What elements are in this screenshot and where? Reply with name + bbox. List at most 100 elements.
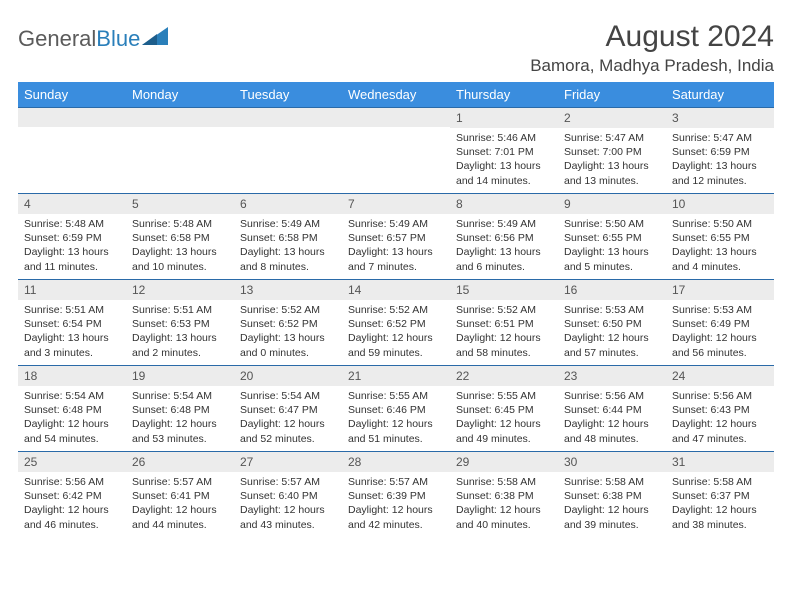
day-number: 26 bbox=[126, 452, 234, 472]
brand-part1: General bbox=[18, 26, 96, 52]
calendar-day-cell: 5Sunrise: 5:48 AMSunset: 6:58 PMDaylight… bbox=[126, 194, 234, 280]
calendar-body: 1Sunrise: 5:46 AMSunset: 7:01 PMDaylight… bbox=[18, 108, 774, 538]
calendar-week-row: 11Sunrise: 5:51 AMSunset: 6:54 PMDayligh… bbox=[18, 280, 774, 366]
calendar-day-cell: 27Sunrise: 5:57 AMSunset: 6:40 PMDayligh… bbox=[234, 452, 342, 538]
calendar-day-cell: 6Sunrise: 5:49 AMSunset: 6:58 PMDaylight… bbox=[234, 194, 342, 280]
month-title: August 2024 bbox=[530, 20, 774, 54]
day-details: Sunrise: 5:58 AMSunset: 6:38 PMDaylight:… bbox=[558, 472, 666, 536]
calendar-day-cell: 23Sunrise: 5:56 AMSunset: 6:44 PMDayligh… bbox=[558, 366, 666, 452]
day-details: Sunrise: 5:54 AMSunset: 6:48 PMDaylight:… bbox=[18, 386, 126, 450]
day-number-empty bbox=[126, 108, 234, 127]
day-details: Sunrise: 5:50 AMSunset: 6:55 PMDaylight:… bbox=[666, 214, 774, 278]
day-details: Sunrise: 5:56 AMSunset: 6:43 PMDaylight:… bbox=[666, 386, 774, 450]
day-number: 13 bbox=[234, 280, 342, 300]
day-details: Sunrise: 5:56 AMSunset: 6:42 PMDaylight:… bbox=[18, 472, 126, 536]
day-number: 19 bbox=[126, 366, 234, 386]
calendar-week-row: 4Sunrise: 5:48 AMSunset: 6:59 PMDaylight… bbox=[18, 194, 774, 280]
day-number: 28 bbox=[342, 452, 450, 472]
calendar-day-cell bbox=[342, 108, 450, 194]
day-number: 15 bbox=[450, 280, 558, 300]
calendar-day-cell: 12Sunrise: 5:51 AMSunset: 6:53 PMDayligh… bbox=[126, 280, 234, 366]
day-number: 3 bbox=[666, 108, 774, 128]
calendar-day-cell: 26Sunrise: 5:57 AMSunset: 6:41 PMDayligh… bbox=[126, 452, 234, 538]
calendar-day-cell: 22Sunrise: 5:55 AMSunset: 6:45 PMDayligh… bbox=[450, 366, 558, 452]
day-number: 29 bbox=[450, 452, 558, 472]
day-number: 11 bbox=[18, 280, 126, 300]
day-number: 24 bbox=[666, 366, 774, 386]
calendar-day-cell bbox=[234, 108, 342, 194]
day-details: Sunrise: 5:48 AMSunset: 6:58 PMDaylight:… bbox=[126, 214, 234, 278]
calendar-day-cell: 25Sunrise: 5:56 AMSunset: 6:42 PMDayligh… bbox=[18, 452, 126, 538]
calendar-day-cell: 3Sunrise: 5:47 AMSunset: 6:59 PMDaylight… bbox=[666, 108, 774, 194]
weekday-header: Sunday bbox=[18, 82, 126, 108]
day-number: 14 bbox=[342, 280, 450, 300]
calendar-day-cell: 14Sunrise: 5:52 AMSunset: 6:52 PMDayligh… bbox=[342, 280, 450, 366]
day-details: Sunrise: 5:57 AMSunset: 6:41 PMDaylight:… bbox=[126, 472, 234, 536]
day-number: 1 bbox=[450, 108, 558, 128]
day-details: Sunrise: 5:52 AMSunset: 6:51 PMDaylight:… bbox=[450, 300, 558, 364]
calendar-week-row: 1Sunrise: 5:46 AMSunset: 7:01 PMDaylight… bbox=[18, 108, 774, 194]
day-number-empty bbox=[18, 108, 126, 127]
calendar-day-cell: 20Sunrise: 5:54 AMSunset: 6:47 PMDayligh… bbox=[234, 366, 342, 452]
calendar-day-cell: 15Sunrise: 5:52 AMSunset: 6:51 PMDayligh… bbox=[450, 280, 558, 366]
calendar-day-cell: 2Sunrise: 5:47 AMSunset: 7:00 PMDaylight… bbox=[558, 108, 666, 194]
calendar-day-cell: 7Sunrise: 5:49 AMSunset: 6:57 PMDaylight… bbox=[342, 194, 450, 280]
calendar-week-row: 25Sunrise: 5:56 AMSunset: 6:42 PMDayligh… bbox=[18, 452, 774, 538]
day-details: Sunrise: 5:49 AMSunset: 6:56 PMDaylight:… bbox=[450, 214, 558, 278]
day-details: Sunrise: 5:55 AMSunset: 6:46 PMDaylight:… bbox=[342, 386, 450, 450]
day-details: Sunrise: 5:55 AMSunset: 6:45 PMDaylight:… bbox=[450, 386, 558, 450]
calendar-day-cell: 21Sunrise: 5:55 AMSunset: 6:46 PMDayligh… bbox=[342, 366, 450, 452]
day-number: 25 bbox=[18, 452, 126, 472]
calendar-day-cell: 10Sunrise: 5:50 AMSunset: 6:55 PMDayligh… bbox=[666, 194, 774, 280]
day-details: Sunrise: 5:53 AMSunset: 6:49 PMDaylight:… bbox=[666, 300, 774, 364]
weekday-header: Friday bbox=[558, 82, 666, 108]
day-number: 17 bbox=[666, 280, 774, 300]
day-details: Sunrise: 5:51 AMSunset: 6:54 PMDaylight:… bbox=[18, 300, 126, 364]
calendar-day-cell: 28Sunrise: 5:57 AMSunset: 6:39 PMDayligh… bbox=[342, 452, 450, 538]
calendar-day-cell: 11Sunrise: 5:51 AMSunset: 6:54 PMDayligh… bbox=[18, 280, 126, 366]
calendar-day-cell: 4Sunrise: 5:48 AMSunset: 6:59 PMDaylight… bbox=[18, 194, 126, 280]
calendar-day-cell: 30Sunrise: 5:58 AMSunset: 6:38 PMDayligh… bbox=[558, 452, 666, 538]
calendar-day-cell: 18Sunrise: 5:54 AMSunset: 6:48 PMDayligh… bbox=[18, 366, 126, 452]
day-number: 16 bbox=[558, 280, 666, 300]
location-label: Bamora, Madhya Pradesh, India bbox=[530, 56, 774, 76]
day-details: Sunrise: 5:49 AMSunset: 6:57 PMDaylight:… bbox=[342, 214, 450, 278]
day-number: 18 bbox=[18, 366, 126, 386]
calendar-day-cell bbox=[18, 108, 126, 194]
day-number: 22 bbox=[450, 366, 558, 386]
calendar-day-cell: 13Sunrise: 5:52 AMSunset: 6:52 PMDayligh… bbox=[234, 280, 342, 366]
weekday-header: Wednesday bbox=[342, 82, 450, 108]
day-details: Sunrise: 5:52 AMSunset: 6:52 PMDaylight:… bbox=[234, 300, 342, 364]
day-details: Sunrise: 5:51 AMSunset: 6:53 PMDaylight:… bbox=[126, 300, 234, 364]
brand-part2: Blue bbox=[96, 26, 140, 52]
day-number: 20 bbox=[234, 366, 342, 386]
calendar-header-row: SundayMondayTuesdayWednesdayThursdayFrid… bbox=[18, 82, 774, 108]
day-details: Sunrise: 5:58 AMSunset: 6:37 PMDaylight:… bbox=[666, 472, 774, 536]
day-details: Sunrise: 5:50 AMSunset: 6:55 PMDaylight:… bbox=[558, 214, 666, 278]
day-number: 27 bbox=[234, 452, 342, 472]
weekday-header: Monday bbox=[126, 82, 234, 108]
day-details: Sunrise: 5:46 AMSunset: 7:01 PMDaylight:… bbox=[450, 128, 558, 192]
calendar-day-cell: 8Sunrise: 5:49 AMSunset: 6:56 PMDaylight… bbox=[450, 194, 558, 280]
day-number: 10 bbox=[666, 194, 774, 214]
calendar-day-cell: 9Sunrise: 5:50 AMSunset: 6:55 PMDaylight… bbox=[558, 194, 666, 280]
day-details: Sunrise: 5:48 AMSunset: 6:59 PMDaylight:… bbox=[18, 214, 126, 278]
weekday-header: Tuesday bbox=[234, 82, 342, 108]
calendar-week-row: 18Sunrise: 5:54 AMSunset: 6:48 PMDayligh… bbox=[18, 366, 774, 452]
day-number: 4 bbox=[18, 194, 126, 214]
day-number: 8 bbox=[450, 194, 558, 214]
calendar-day-cell: 17Sunrise: 5:53 AMSunset: 6:49 PMDayligh… bbox=[666, 280, 774, 366]
day-number: 31 bbox=[666, 452, 774, 472]
day-number: 23 bbox=[558, 366, 666, 386]
calendar-day-cell: 31Sunrise: 5:58 AMSunset: 6:37 PMDayligh… bbox=[666, 452, 774, 538]
day-details: Sunrise: 5:58 AMSunset: 6:38 PMDaylight:… bbox=[450, 472, 558, 536]
day-details: Sunrise: 5:53 AMSunset: 6:50 PMDaylight:… bbox=[558, 300, 666, 364]
day-details: Sunrise: 5:49 AMSunset: 6:58 PMDaylight:… bbox=[234, 214, 342, 278]
calendar-day-cell: 29Sunrise: 5:58 AMSunset: 6:38 PMDayligh… bbox=[450, 452, 558, 538]
day-number: 7 bbox=[342, 194, 450, 214]
title-block: August 2024 Bamora, Madhya Pradesh, Indi… bbox=[530, 20, 774, 76]
day-details: Sunrise: 5:47 AMSunset: 6:59 PMDaylight:… bbox=[666, 128, 774, 192]
day-number-empty bbox=[234, 108, 342, 127]
calendar-day-cell: 24Sunrise: 5:56 AMSunset: 6:43 PMDayligh… bbox=[666, 366, 774, 452]
day-number: 12 bbox=[126, 280, 234, 300]
